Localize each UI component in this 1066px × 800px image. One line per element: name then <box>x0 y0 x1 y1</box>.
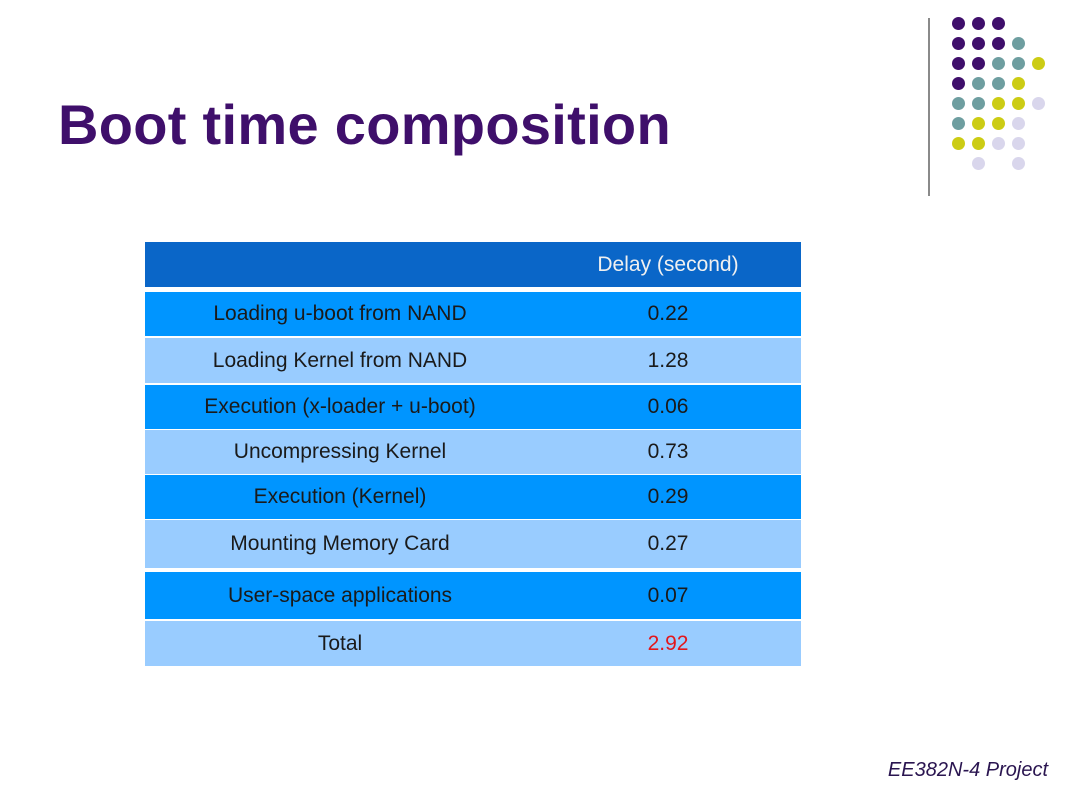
decorative-dot <box>952 37 965 50</box>
decorative-dot <box>1012 77 1025 90</box>
table-total-label: Total <box>145 621 535 666</box>
decorative-dot <box>992 97 1005 110</box>
decorative-dot <box>992 37 1005 50</box>
table-row-value: 1.28 <box>535 338 801 383</box>
decorative-dot <box>972 157 985 170</box>
decorative-dot <box>1012 97 1025 110</box>
table-row-value: 0.22 <box>535 292 801 336</box>
decorative-dot <box>992 137 1005 150</box>
decorative-divider-line <box>928 18 930 196</box>
decorative-dot <box>952 77 965 90</box>
decorative-dot <box>952 17 965 30</box>
decorative-dot <box>972 137 985 150</box>
decorative-dot <box>972 37 985 50</box>
decorative-dot <box>1012 117 1025 130</box>
decorative-dot <box>1032 97 1045 110</box>
table-header-delay: Delay (second) <box>535 242 801 287</box>
decorative-dot <box>972 57 985 70</box>
decorative-dot <box>972 117 985 130</box>
decorative-dot <box>972 77 985 90</box>
decorative-dot <box>972 97 985 110</box>
decorative-dot <box>952 97 965 110</box>
table-row-value: 0.06 <box>535 385 801 429</box>
table-row-value: 0.27 <box>535 520 801 568</box>
table-row-label: Loading u-boot from NAND <box>145 292 535 336</box>
decorative-dot <box>1012 57 1025 70</box>
decorative-dot <box>992 77 1005 90</box>
decorative-dot <box>1012 37 1025 50</box>
table-row-label: Uncompressing Kernel <box>145 430 535 474</box>
decorative-dot <box>952 57 965 70</box>
table-total-value: 2.92 <box>535 621 801 666</box>
table-row-value: 0.73 <box>535 430 801 474</box>
decorative-dot <box>1012 137 1025 150</box>
decorative-dot <box>952 137 965 150</box>
decorative-dot <box>1012 157 1025 170</box>
table-row-value: 0.07 <box>535 572 801 619</box>
decorative-dot <box>1032 57 1045 70</box>
decorative-dot <box>952 117 965 130</box>
decorative-dot <box>992 57 1005 70</box>
slide-footer: EE382N-4 Project <box>887 759 1048 781</box>
table-row-label: Mounting Memory Card <box>145 520 535 568</box>
table-row-label: User-space applications <box>145 572 535 619</box>
table-row-label: Execution (Kernel) <box>145 475 535 519</box>
table-row-value: 0.29 <box>535 475 801 519</box>
table-row-label: Execution (x-loader + u-boot) <box>145 385 535 429</box>
decorative-dot <box>992 17 1005 30</box>
decorative-dot <box>972 17 985 30</box>
table-row-label: Loading Kernel from NAND <box>145 338 535 383</box>
decorative-dot <box>992 117 1005 130</box>
table-header-label <box>145 242 535 287</box>
slide-title: Boot time composition <box>58 93 671 156</box>
